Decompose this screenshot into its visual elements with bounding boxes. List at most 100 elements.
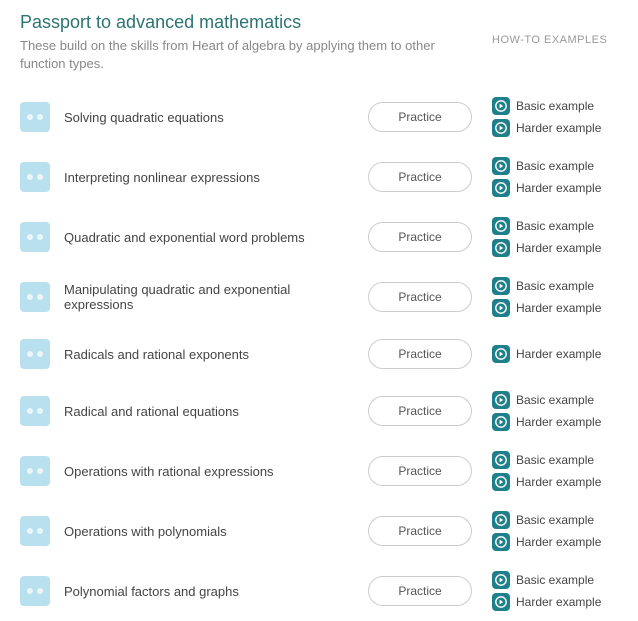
howto-header: HOW-TO EXAMPLES <box>492 12 618 46</box>
example-label: Harder example <box>516 301 601 315</box>
basic-example-link[interactable]: Basic example <box>492 511 618 529</box>
skill-icon <box>20 396 50 426</box>
examples-col: Basic example Harder example <box>492 391 618 431</box>
skill-row: Solving quadratic equationsPractice Basi… <box>20 87 618 147</box>
basic-example-link[interactable]: Basic example <box>492 217 618 235</box>
practice-button[interactable]: Practice <box>368 222 472 252</box>
play-icon <box>492 593 510 611</box>
play-icon <box>492 413 510 431</box>
play-icon <box>492 239 510 257</box>
examples-col: Basic example Harder example <box>492 571 618 611</box>
examples-col: Basic example Harder example <box>492 277 618 317</box>
harder-example-link[interactable]: Harder example <box>492 239 618 257</box>
skills-list: Solving quadratic equationsPractice Basi… <box>20 87 618 621</box>
example-label: Basic example <box>516 279 594 293</box>
skill-name[interactable]: Operations with polynomials <box>64 524 368 539</box>
example-label: Basic example <box>516 219 594 233</box>
example-label: Basic example <box>516 573 594 587</box>
page-subtitle: These build on the skills from Heart of … <box>20 37 472 73</box>
skill-row: Manipulating quadratic and exponential e… <box>20 267 618 327</box>
skill-icon <box>20 102 50 132</box>
harder-example-link[interactable]: Harder example <box>492 299 618 317</box>
example-label: Basic example <box>516 513 594 527</box>
examples-col: Basic example Harder example <box>492 217 618 257</box>
harder-example-link[interactable]: Harder example <box>492 533 618 551</box>
play-icon <box>492 179 510 197</box>
play-icon <box>492 533 510 551</box>
skill-icon <box>20 576 50 606</box>
examples-col: Basic example Harder example <box>492 97 618 137</box>
basic-example-link[interactable]: Basic example <box>492 97 618 115</box>
basic-example-link[interactable]: Basic example <box>492 451 618 469</box>
harder-example-link[interactable]: Harder example <box>492 345 618 363</box>
skill-icon <box>20 162 50 192</box>
skill-icon <box>20 516 50 546</box>
skill-name[interactable]: Interpreting nonlinear expressions <box>64 170 368 185</box>
page-container: Passport to advanced mathematics These b… <box>0 0 638 621</box>
practice-button[interactable]: Practice <box>368 396 472 426</box>
play-icon <box>492 299 510 317</box>
play-icon <box>492 511 510 529</box>
play-icon <box>492 345 510 363</box>
example-label: Harder example <box>516 181 601 195</box>
skill-name[interactable]: Radical and rational equations <box>64 404 368 419</box>
practice-button[interactable]: Practice <box>368 516 472 546</box>
skill-icon <box>20 339 50 369</box>
skill-icon <box>20 456 50 486</box>
harder-example-link[interactable]: Harder example <box>492 413 618 431</box>
examples-col: Basic example Harder example <box>492 511 618 551</box>
practice-button[interactable]: Practice <box>368 282 472 312</box>
page-title: Passport to advanced mathematics <box>20 12 472 33</box>
harder-example-link[interactable]: Harder example <box>492 473 618 491</box>
play-icon <box>492 391 510 409</box>
example-label: Basic example <box>516 393 594 407</box>
example-label: Harder example <box>516 535 601 549</box>
basic-example-link[interactable]: Basic example <box>492 277 618 295</box>
skill-row: Operations with rational expressionsPrac… <box>20 441 618 501</box>
play-icon <box>492 277 510 295</box>
skill-row: Radicals and rational exponentsPractice … <box>20 327 618 381</box>
skill-icon <box>20 222 50 252</box>
practice-button[interactable]: Practice <box>368 456 472 486</box>
example-label: Harder example <box>516 121 601 135</box>
example-label: Basic example <box>516 99 594 113</box>
skill-icon <box>20 282 50 312</box>
basic-example-link[interactable]: Basic example <box>492 157 618 175</box>
skill-name[interactable]: Manipulating quadratic and exponential e… <box>64 282 368 312</box>
basic-example-link[interactable]: Basic example <box>492 391 618 409</box>
skill-row: Quadratic and exponential word problemsP… <box>20 207 618 267</box>
example-label: Harder example <box>516 475 601 489</box>
play-icon <box>492 571 510 589</box>
skill-name[interactable]: Radicals and rational exponents <box>64 347 368 362</box>
skill-row: Radical and rational equationsPractice B… <box>20 381 618 441</box>
practice-button[interactable]: Practice <box>368 339 472 369</box>
skill-name[interactable]: Quadratic and exponential word problems <box>64 230 368 245</box>
practice-button[interactable]: Practice <box>368 102 472 132</box>
play-icon <box>492 157 510 175</box>
example-label: Harder example <box>516 241 601 255</box>
examples-col: Harder example <box>492 345 618 363</box>
play-icon <box>492 97 510 115</box>
skill-name[interactable]: Solving quadratic equations <box>64 110 368 125</box>
play-icon <box>492 473 510 491</box>
play-icon <box>492 119 510 137</box>
example-label: Harder example <box>516 415 601 429</box>
header-left: Passport to advanced mathematics These b… <box>20 12 492 73</box>
skill-row: Operations with polynomialsPractice Basi… <box>20 501 618 561</box>
skill-name[interactable]: Operations with rational expressions <box>64 464 368 479</box>
example-label: Harder example <box>516 347 601 361</box>
example-label: Basic example <box>516 453 594 467</box>
play-icon <box>492 451 510 469</box>
practice-button[interactable]: Practice <box>368 162 472 192</box>
skill-row: Polynomial factors and graphsPractice Ba… <box>20 561 618 621</box>
examples-col: Basic example Harder example <box>492 157 618 197</box>
skill-name[interactable]: Polynomial factors and graphs <box>64 584 368 599</box>
basic-example-link[interactable]: Basic example <box>492 571 618 589</box>
header-row: Passport to advanced mathematics These b… <box>20 12 618 73</box>
harder-example-link[interactable]: Harder example <box>492 119 618 137</box>
examples-col: Basic example Harder example <box>492 451 618 491</box>
example-label: Harder example <box>516 595 601 609</box>
harder-example-link[interactable]: Harder example <box>492 593 618 611</box>
harder-example-link[interactable]: Harder example <box>492 179 618 197</box>
practice-button[interactable]: Practice <box>368 576 472 606</box>
